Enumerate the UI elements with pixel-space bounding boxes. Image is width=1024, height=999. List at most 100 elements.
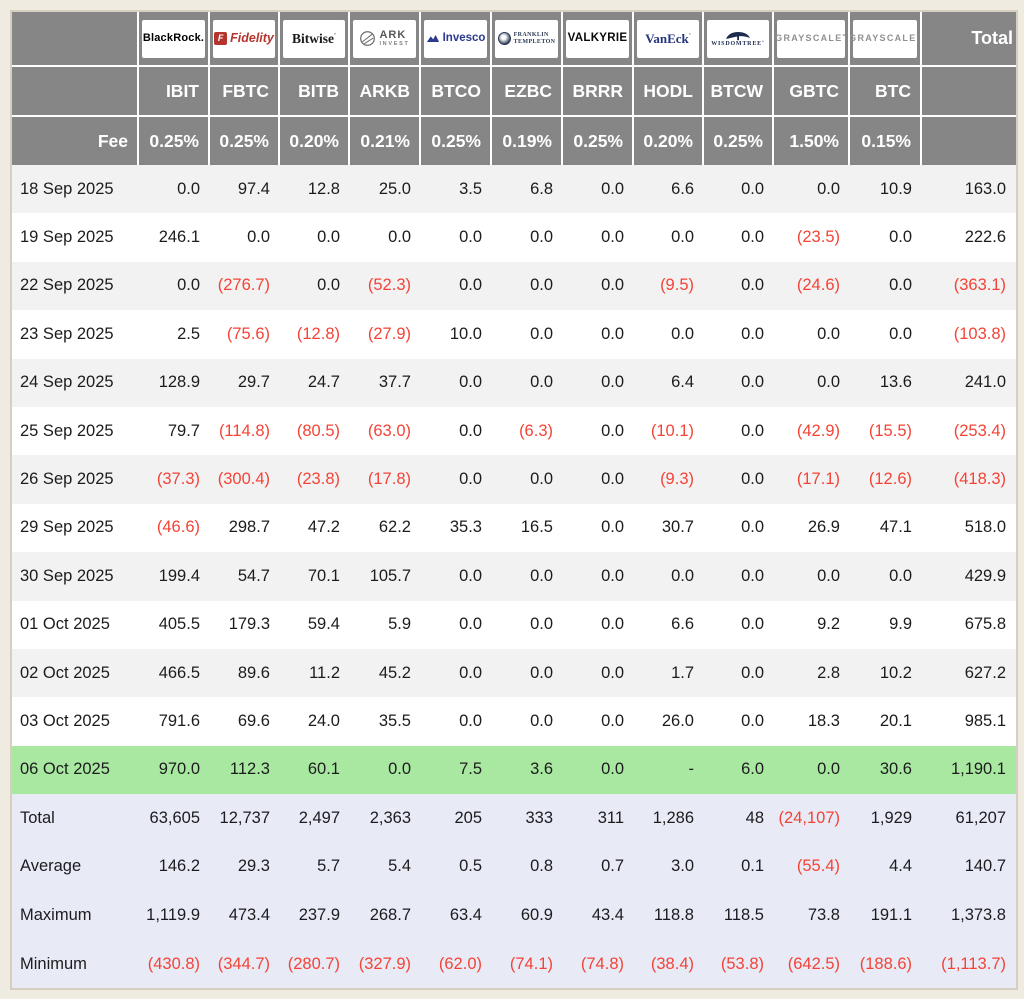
fee-cell-btcw: 0.25% xyxy=(704,117,774,165)
summary-cell-btco: 63.4 xyxy=(421,891,492,940)
summary-cell-ezbc: 60.9 xyxy=(492,891,563,940)
summary-cell-gbtc: 73.8 xyxy=(774,891,850,940)
span-decor: ˚ xyxy=(334,33,336,40)
flow-cell-arkb: 45.2 xyxy=(350,648,421,698)
flow-cell-brrr: 0.0 xyxy=(563,310,634,359)
flow-cell-ezbc: 0.0 xyxy=(492,455,563,504)
path-decor xyxy=(426,35,439,42)
flow-cell-fbtc: 69.6 xyxy=(210,697,280,746)
summary-label: Maximum xyxy=(12,891,139,940)
flow-cell-btcw: 0.0 xyxy=(704,406,774,456)
ticker-header-ibit: IBIT xyxy=(139,67,210,117)
flow-cell-gbtc: 0.0 xyxy=(774,165,850,214)
flow-cell-ibit: 0.0 xyxy=(139,165,210,214)
summary-cell-fbtc: (344.7) xyxy=(210,939,280,989)
ticker-header-btco: BTCO xyxy=(421,67,492,117)
flow-cell-ibit: 246.1 xyxy=(139,213,210,262)
flow-cell-arkb: 0.0 xyxy=(350,745,421,795)
flow-cell-bitb: 24.0 xyxy=(280,697,350,746)
flow-cell-hodl: (9.3) xyxy=(634,455,704,504)
span-decor: VALKYRIE xyxy=(567,31,628,44)
date-cell: 24 Sep 2025 xyxy=(12,358,139,407)
flow-cell-bitb: 24.7 xyxy=(280,358,350,407)
summary-cell-fbtc: 29.3 xyxy=(210,842,280,892)
flow-cell-ibit: 405.5 xyxy=(139,600,210,649)
summary-cell-btc: 1,929 xyxy=(850,794,922,843)
flow-cell-gbtc: 0.0 xyxy=(774,552,850,601)
franklin-logo: FRANKLIN TEMPLETON xyxy=(495,19,558,58)
flow-cell-bitb: 59.4 xyxy=(280,600,350,649)
span-decor: GRAYSCALE˚ xyxy=(850,33,921,43)
flow-cell-bitb: 11.2 xyxy=(280,648,350,698)
summary-cell-arkb: (327.9) xyxy=(350,939,421,989)
span-decor: Invesco xyxy=(442,31,486,44)
flow-cell-btco: 0.0 xyxy=(421,261,492,311)
summary-total-cell: 61,207 xyxy=(922,794,1016,843)
flow-cell-ezbc: 0.0 xyxy=(492,213,563,262)
flow-cell-hodl: (10.1) xyxy=(634,406,704,456)
span-decor: ˚ xyxy=(688,33,691,40)
flow-cell-brrr: 0.0 xyxy=(563,261,634,311)
row-total-cell: (253.4) xyxy=(922,406,1016,456)
flow-cell-btc: 0.0 xyxy=(850,552,922,601)
flow-cell-ezbc: 3.6 xyxy=(492,745,563,795)
flow-cell-gbtc: (42.9) xyxy=(774,406,850,456)
ark-circle-icon xyxy=(360,31,376,46)
flow-cell-brrr: 0.0 xyxy=(563,455,634,504)
summary-cell-arkb: 5.4 xyxy=(350,842,421,892)
flow-cell-gbtc: 26.9 xyxy=(774,503,850,553)
wisdomtree-logo: WISDOMTREE˚ xyxy=(707,19,769,58)
flow-cell-bitb: 70.1 xyxy=(280,552,350,601)
wisdomtree-logo-cell: WISDOMTREE˚ xyxy=(704,12,774,67)
summary-cell-hodl: (38.4) xyxy=(634,939,704,989)
fidelity-logo: F Fidelity xyxy=(213,19,275,58)
flow-cell-btco: 0.0 xyxy=(421,455,492,504)
span-decor: Bitwise˚ xyxy=(292,30,336,46)
daily-flow-rows: 18 Sep 2025 0.0 97.4 12.8 25.0 3.5 6.8 0.0 6.6 0.… xyxy=(12,165,1016,795)
span-decor: VanEck˚ xyxy=(645,31,691,46)
summary-cell-btcw: 118.5 xyxy=(704,891,774,940)
flow-cell-btc: 9.9 xyxy=(850,600,922,649)
date-cell: 25 Sep 2025 xyxy=(12,406,139,456)
ticker-header-hodl: HODL xyxy=(634,67,704,117)
flow-cell-ibit: (46.6) xyxy=(139,503,210,553)
circle-decor xyxy=(360,31,376,46)
flow-cell-bitb: 60.1 xyxy=(280,745,350,795)
flow-cell-bitb: (12.8) xyxy=(280,310,350,359)
flow-cell-fbtc: (114.8) xyxy=(210,406,280,456)
span-decor: FRANKLIN TEMPLETON xyxy=(514,32,556,46)
summary-row-minimum: Minimum (430.8) (344.7) (280.7) (327.9) (62.0… xyxy=(12,939,1016,989)
flow-cell-fbtc: 0.0 xyxy=(210,213,280,262)
flow-cell-ezbc: (6.3) xyxy=(492,406,563,456)
summary-cell-ibit: 63,605 xyxy=(139,794,210,843)
summary-cell-bitb: 5.7 xyxy=(280,842,350,892)
flow-cell-hodl: 26.0 xyxy=(634,697,704,746)
flow-cell-btco: 10.0 xyxy=(421,310,492,359)
rect-decor xyxy=(737,35,739,41)
flow-cell-ibit: 0.0 xyxy=(139,261,210,311)
flow-cell-btcw: 0.0 xyxy=(704,261,774,311)
summary-cell-ezbc: 0.8 xyxy=(492,842,563,892)
flow-row: 29 Sep 2025 (46.6) 298.7 47.2 62.2 35.3 16.5 0.… xyxy=(12,503,1016,553)
summary-cell-brrr: (74.8) xyxy=(563,939,634,989)
flow-cell-hodl: 6.6 xyxy=(634,600,704,649)
flow-cell-btcw: 0.0 xyxy=(704,165,774,214)
vaneck-logo: VanEck˚ xyxy=(637,19,699,58)
flow-cell-brrr: 0.0 xyxy=(563,745,634,795)
flow-cell-brrr: 0.0 xyxy=(563,552,634,601)
flow-row: 26 Sep 2025 (37.3) (300.4) (23.8) (17.8) 0.0 0… xyxy=(12,455,1016,504)
flow-cell-gbtc: 0.0 xyxy=(774,310,850,359)
flow-cell-btcw: 0.0 xyxy=(704,310,774,359)
flow-cell-bitb: 47.2 xyxy=(280,503,350,553)
flow-cell-fbtc: 97.4 xyxy=(210,165,280,214)
flow-cell-btcw: 0.0 xyxy=(704,503,774,553)
franklin-bust-icon xyxy=(497,32,511,45)
row-total-cell: 675.8 xyxy=(922,600,1016,649)
row-total-cell: 1,190.1 xyxy=(922,745,1016,795)
summary-cell-btc: 4.4 xyxy=(850,842,922,892)
flow-cell-btc: (12.6) xyxy=(850,455,922,504)
flow-cell-gbtc: 18.3 xyxy=(774,697,850,746)
invesco-logo: Invesco xyxy=(424,19,487,58)
date-cell: 19 Sep 2025 xyxy=(12,213,139,262)
ticker-header-brrr: BRRR xyxy=(563,67,634,117)
